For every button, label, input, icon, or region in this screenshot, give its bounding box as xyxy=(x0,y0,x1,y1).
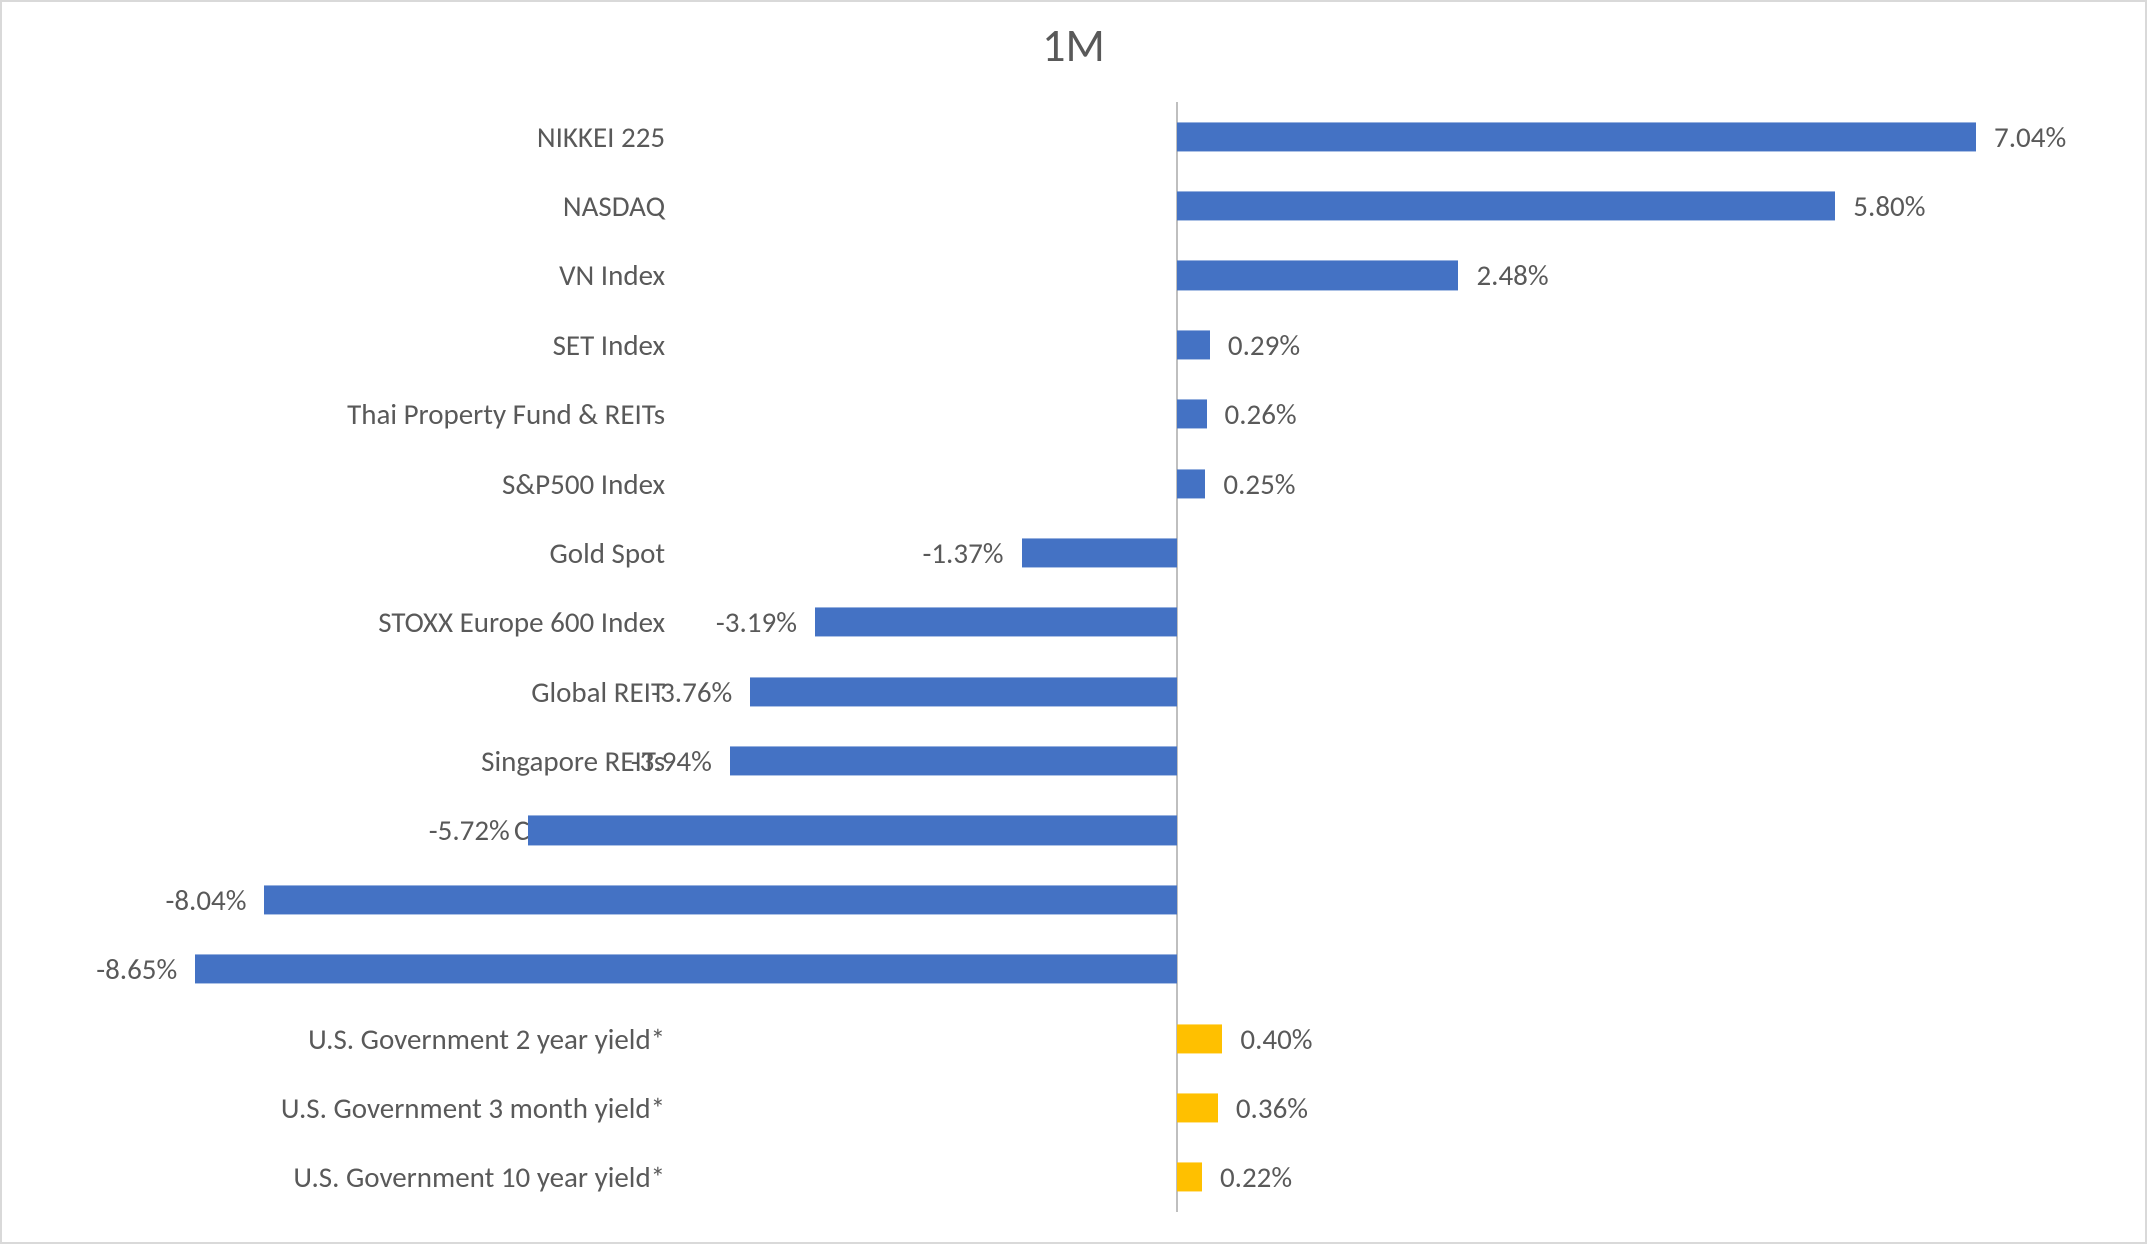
bar xyxy=(1177,261,1458,290)
bar xyxy=(1177,400,1207,429)
category-label: U.S. Government 3 month yield* xyxy=(281,1090,665,1126)
value-label: 0.26% xyxy=(1225,396,1297,432)
bar-row: NASDAQ 5.80% xyxy=(42,171,2085,240)
value-label: -3.76% xyxy=(651,674,732,710)
value-label: 7.04% xyxy=(1994,119,2066,155)
bar xyxy=(1022,538,1177,567)
bar-row: U.S. Government 3 month yield* 0.36% xyxy=(42,1073,2085,1142)
bar xyxy=(1177,1093,1218,1122)
bar xyxy=(1177,1163,1202,1192)
bar-row: STOXX Europe 600 Index -3.19% xyxy=(42,588,2085,657)
category-label: Gold Spot xyxy=(550,535,666,571)
bar-row: U.S. Government 2 year yield* 0.40% xyxy=(42,1004,2085,1073)
category-label: Global REIT xyxy=(531,674,665,710)
value-label: 5.80% xyxy=(1853,188,1925,224)
value-label: -8.65% xyxy=(96,951,177,987)
bar-row: S&P500 Index 0.25% xyxy=(42,449,2085,518)
value-label: -3.19% xyxy=(716,604,797,640)
bar xyxy=(264,885,1177,914)
bar-row: Thai Property Fund & REITs 0.26% xyxy=(42,380,2085,449)
value-label: 0.36% xyxy=(1236,1090,1308,1126)
bar-row: CSI300 Index-5.72% xyxy=(42,796,2085,865)
bar xyxy=(528,816,1177,845)
bar-rows: NIKKEI 225 7.04% NASDAQ 5.80% VN Index 2.48% S… xyxy=(42,102,2085,1212)
bar xyxy=(1177,330,1210,359)
category-label: NASDAQ xyxy=(563,188,665,224)
bar xyxy=(1177,122,1976,151)
value-label: -8.04% xyxy=(165,882,246,918)
category-label: U.S. Government 2 year yield* xyxy=(308,1021,665,1057)
bar-row: Brent Crude Oil-8.65% xyxy=(42,935,2085,1004)
bar-row: Global REIT-3.76% xyxy=(42,657,2085,726)
category-label: S&P500 Index xyxy=(502,466,665,502)
chart-frame: 1M NIKKEI 225 7.04% NASDAQ 5.80% VN Index 2.4… xyxy=(0,0,2147,1244)
category-label: U.S. Government 10 year yield* xyxy=(293,1159,665,1195)
value-label: -3.94% xyxy=(631,743,712,779)
bar-row: NIKKEI 225 7.04% xyxy=(42,102,2085,171)
bar-row: VN Index 2.48% xyxy=(42,241,2085,310)
bar-row: SET Index 0.29% xyxy=(42,310,2085,379)
category-label: Thai Property Fund & REITs xyxy=(347,396,665,432)
value-label: -1.37% xyxy=(922,535,1003,571)
category-label: STOXX Europe 600 Index xyxy=(378,604,665,640)
category-label: NIKKEI 225 xyxy=(537,119,665,155)
bar xyxy=(1177,192,1835,221)
bar-row: U.S. Government 10 year yield* 0.22% xyxy=(42,1143,2085,1212)
value-label: -5.72% xyxy=(429,812,510,848)
plot-area: NIKKEI 225 7.04% NASDAQ 5.80% VN Index 2.48% S… xyxy=(42,102,2085,1212)
value-label: 2.48% xyxy=(1476,257,1548,293)
bar xyxy=(195,955,1177,984)
bar xyxy=(730,747,1177,776)
bar xyxy=(1177,1024,1222,1053)
bar xyxy=(750,677,1177,706)
bar-row: HSCEI Index-8.04% xyxy=(42,865,2085,934)
value-label: 0.40% xyxy=(1240,1021,1312,1057)
bar-row: Gold Spot -1.37% xyxy=(42,518,2085,587)
value-label: 0.22% xyxy=(1220,1159,1292,1195)
category-label: VN Index xyxy=(559,257,665,293)
value-label: 0.29% xyxy=(1228,327,1300,363)
chart-title: 1M xyxy=(2,18,2145,74)
category-label: SET Index xyxy=(553,327,666,363)
value-label: 0.25% xyxy=(1223,466,1295,502)
bar xyxy=(815,608,1177,637)
bar xyxy=(1177,469,1205,498)
bar-row: Singapore REITs-3.94% xyxy=(42,726,2085,795)
